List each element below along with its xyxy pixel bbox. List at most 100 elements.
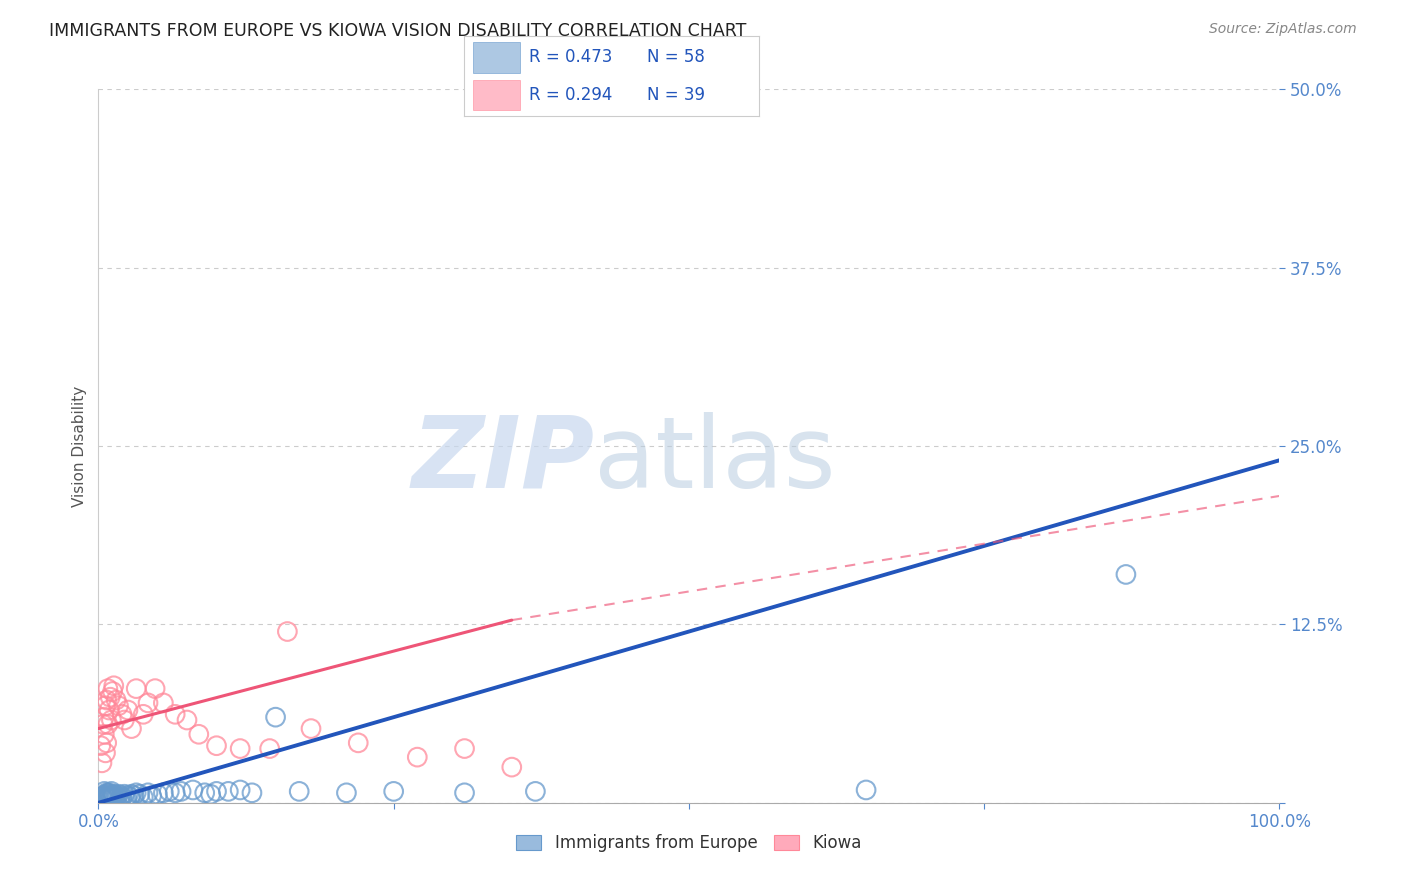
Point [240, 786, 263, 800]
Point [103, 790, 125, 805]
Point [93, 727, 115, 741]
Point [117, 703, 139, 717]
Point [105, 693, 128, 707]
Point [93, 710, 115, 724]
Point [181, 783, 204, 797]
Point [276, 624, 298, 639]
Text: Source: ZipAtlas.com: Source: ZipAtlas.com [1209, 22, 1357, 37]
Point [98, 790, 121, 805]
Point [98, 791, 121, 805]
Point [264, 710, 287, 724]
Point [112, 713, 135, 727]
Point [110, 789, 132, 803]
Text: N = 58: N = 58 [647, 48, 704, 66]
Legend: Immigrants from Europe, Kiowa: Immigrants from Europe, Kiowa [509, 828, 869, 859]
Point [453, 741, 475, 756]
Point [152, 786, 174, 800]
Point [146, 787, 169, 801]
Point [229, 783, 252, 797]
Point [108, 791, 131, 805]
Point [97, 717, 120, 731]
Text: IMMIGRANTS FROM EUROPE VS KIOWA VISION DISABILITY CORRELATION CHART: IMMIGRANTS FROM EUROPE VS KIOWA VISION D… [49, 22, 747, 40]
Point [101, 789, 124, 803]
Point [143, 681, 166, 696]
Point [107, 787, 129, 801]
Text: N = 39: N = 39 [647, 87, 704, 104]
Point [524, 784, 547, 798]
Point [132, 707, 155, 722]
Point [103, 787, 125, 801]
Point [121, 787, 143, 801]
Point [165, 707, 187, 722]
Point [100, 790, 122, 805]
Point [96, 786, 118, 800]
Point [165, 786, 187, 800]
Point [125, 786, 148, 800]
Point [299, 722, 322, 736]
Point [217, 784, 239, 798]
Text: atlas: atlas [595, 412, 837, 508]
Point [152, 696, 174, 710]
Point [91, 791, 114, 805]
Point [101, 684, 124, 698]
Point [94, 746, 117, 760]
Point [132, 790, 155, 805]
Point [259, 741, 281, 756]
Point [112, 787, 135, 801]
Point [97, 791, 120, 805]
Point [120, 790, 142, 805]
Point [176, 713, 198, 727]
Point [98, 703, 121, 717]
Point [187, 727, 209, 741]
Point [100, 784, 122, 798]
Point [97, 789, 120, 803]
Point [100, 713, 122, 727]
Point [122, 789, 145, 803]
Point [205, 739, 228, 753]
Point [136, 786, 159, 800]
Point [855, 783, 877, 797]
Point [170, 784, 193, 798]
Point [136, 696, 159, 710]
Point [101, 791, 124, 805]
Point [111, 790, 134, 805]
Point [194, 786, 217, 800]
Point [105, 790, 128, 805]
Point [96, 693, 118, 707]
Point [98, 786, 121, 800]
Point [205, 784, 228, 798]
Point [111, 707, 134, 722]
Point [117, 789, 139, 803]
Text: R = 0.473: R = 0.473 [529, 48, 612, 66]
Point [229, 741, 252, 756]
Point [501, 760, 523, 774]
Point [94, 787, 117, 801]
Point [125, 681, 148, 696]
FancyBboxPatch shape [472, 80, 520, 111]
Point [121, 722, 143, 736]
Point [96, 736, 118, 750]
Point [335, 786, 357, 800]
Point [453, 786, 475, 800]
Point [104, 791, 127, 805]
Point [94, 791, 117, 805]
Point [103, 679, 125, 693]
Point [94, 698, 117, 713]
Point [382, 784, 405, 798]
Point [128, 787, 150, 801]
Point [157, 784, 180, 798]
Point [406, 750, 429, 764]
Point [97, 681, 120, 696]
Point [93, 784, 115, 798]
Point [98, 690, 121, 705]
Point [107, 698, 129, 713]
Point [115, 791, 138, 805]
Text: ZIP: ZIP [412, 412, 595, 508]
Point [91, 756, 114, 770]
Point [96, 790, 118, 805]
Point [347, 736, 370, 750]
Point [105, 789, 128, 803]
Point [200, 787, 222, 801]
Point [91, 790, 114, 805]
Point [1115, 567, 1137, 582]
